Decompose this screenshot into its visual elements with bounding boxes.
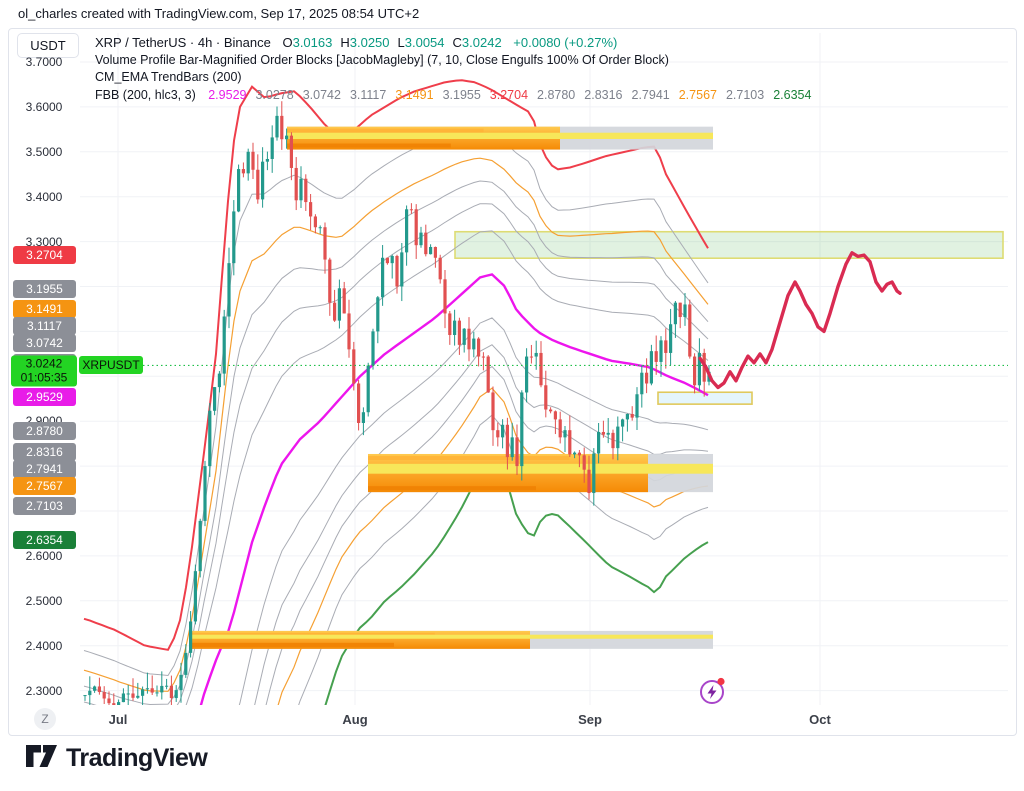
price-axis-label: 3.7000 (25, 55, 63, 69)
fbb-band-value: 2.7103 (725, 87, 765, 102)
current-price-badge: 3.0242 01:05:35 (11, 355, 77, 387)
price-level-badge: 2.6354 (13, 531, 76, 549)
fbb-band (83, 128, 709, 677)
legend-symbol-row[interactable]: XRP / TetherUS · 4h · Binance O3.0163 H3.… (95, 34, 811, 52)
fbb-band-value: 3.0742 (302, 87, 341, 102)
fbb-values: 2.9529 3.0278 3.0742 3.1117 3.1491 3.1955 3.27… (199, 88, 811, 102)
tradingview-glyph (26, 745, 57, 767)
price-axis-label: 3.4000 (25, 189, 63, 204)
chart-panel (8, 28, 1017, 736)
fbb-band (83, 203, 709, 705)
month-label-sep: Sep (578, 712, 602, 727)
ohlc-letter: L (397, 35, 405, 50)
order-block[interactable] (368, 453, 713, 493)
brand-name: TradingView (66, 744, 208, 772)
tradingview-logo[interactable]: TradingView (26, 744, 208, 773)
ohlc-value: 3.0054 (404, 35, 445, 50)
price-level-badge: 2.7941 (13, 459, 76, 478)
fbb-band-value: 2.7941 (631, 87, 670, 102)
fbb-band-value: 3.0278 (255, 87, 294, 102)
credit-line: ol_charles created with TradingView.com,… (18, 6, 420, 21)
symbol-title: XRP / TetherUS · 4h · Binance (95, 35, 271, 50)
fbb-band (324, 457, 709, 705)
fbb-band-value: 2.8316 (584, 87, 623, 102)
fbb-band-value: 2.9529 (208, 87, 247, 102)
ohlc-letter: C (452, 35, 462, 50)
price-level-badge: 3.2704 (13, 245, 76, 264)
price-level-badge: 3.1117 (13, 317, 76, 336)
price-level-badge: 3.1955 (13, 279, 76, 298)
fbb-band (83, 79, 709, 651)
chart-legend: XRP / TetherUS · 4h · Binance O3.0163 H3.… (95, 34, 811, 104)
fbb-band (83, 157, 709, 692)
price-axis-label: 3.6000 (25, 99, 63, 114)
ohlc-letter: O (282, 35, 293, 50)
fbb-band (298, 414, 709, 705)
month-label-jul: Jul (108, 712, 128, 727)
fbb-band-value: 3.1117 (349, 87, 387, 102)
supply-zone-green[interactable] (454, 230, 1004, 260)
month-label-aug: Aug (342, 712, 368, 727)
fbb-band-value: 2.8780 (537, 87, 576, 102)
price-level-badge: 3.0742 (13, 333, 76, 352)
fbb-band-value: 3.1491 (395, 87, 434, 102)
price-level-badge: 2.9529 (13, 388, 76, 407)
legend-indicator-fbb[interactable]: FBB (200, hlc3, 3) 2.9529 3.0278 3.0742 3.1… (95, 87, 811, 105)
current-price-value: 3.0242 (25, 356, 63, 371)
price-axis-label: 2.4000 (25, 638, 63, 653)
order-block[interactable] (287, 126, 713, 150)
ohlc-value: 3.0250 (349, 35, 390, 50)
price-level-badge: 3.1491 (13, 300, 76, 319)
currency-axis-button[interactable]: USDT (17, 33, 79, 58)
price-level-badge: 2.8780 (13, 422, 76, 441)
legend-indicator-volume-profile[interactable]: Volume Profile Bar-Magnified Order Block… (95, 52, 669, 67)
price-level-badge: 2.7103 (13, 497, 76, 516)
price-axis-label: 2.6000 (25, 548, 63, 563)
price-level-badge: 2.7567 (13, 476, 76, 495)
fbb-band-value: 3.2704 (489, 87, 529, 102)
lightning-boost-icon[interactable] (692, 672, 736, 712)
ohlc-value: 3.0163 (292, 35, 333, 50)
ohlc-values: O3.0163 H3.0250 L3.0054 C3.0242 (274, 35, 501, 50)
legend-indicator-cm-ema[interactable]: CM_EMA TrendBars (200) (95, 70, 242, 84)
fbb-band-value: 2.7567 (678, 87, 717, 102)
fbb-basis-line (199, 273, 709, 705)
price-axis-label: 2.5000 (25, 593, 63, 608)
fbb-band-value: 3.1955 (442, 87, 481, 102)
fbb-band (265, 365, 708, 705)
price-level-badge: 2.8316 (13, 442, 76, 461)
projection-drawing[interactable] (698, 251, 902, 390)
price-chart[interactable] (0, 0, 1024, 740)
ohlc-value: 3.0242 (461, 35, 502, 50)
symbol-price-flag[interactable]: XRPUSDT (79, 356, 143, 375)
price-axis-label: 3.5000 (25, 144, 63, 159)
change-value: +0.0080 (+0.27%) (513, 35, 618, 50)
fbb-band (238, 317, 709, 705)
fbb-band-value: 2.6354 (773, 87, 812, 102)
month-label-oct: Oct (809, 712, 831, 727)
order-block[interactable] (190, 630, 713, 649)
price-axis-label: 3.3000 (25, 234, 63, 249)
fbb-band (185, 230, 709, 705)
bar-countdown: 01:05:35 (20, 370, 68, 385)
price-axis-label: 2.3000 (25, 683, 63, 698)
fbb-label: FBB (200, hlc3, 3) (95, 87, 196, 102)
fbb-band (83, 180, 709, 705)
zoom-out-button[interactable]: Z (34, 708, 56, 730)
ohlc-letter: H (340, 35, 350, 50)
fbb-band (254, 344, 709, 705)
